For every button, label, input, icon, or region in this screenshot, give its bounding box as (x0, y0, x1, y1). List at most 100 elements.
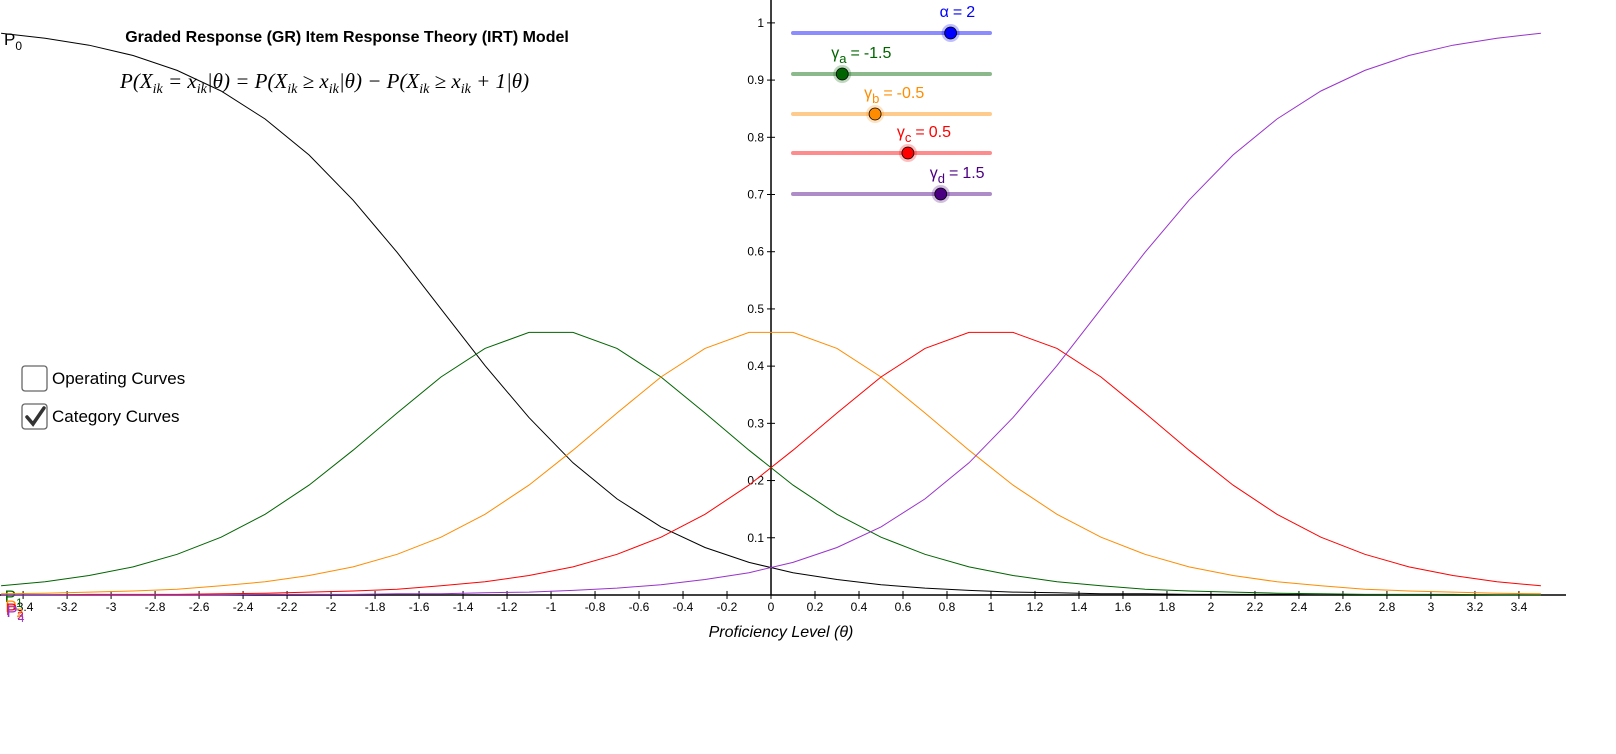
y-tick-label: 0.4 (747, 359, 764, 373)
slider-label-name: γ (864, 85, 872, 102)
x-tick-label: 1.8 (1159, 600, 1176, 614)
x-tick-label: 1 (988, 600, 995, 614)
slider-label-name: γ (930, 165, 938, 182)
formula-text: ≥ x (429, 69, 461, 93)
x-tick-label: -1.2 (497, 600, 518, 614)
y-tick-label: 0.7 (747, 188, 764, 202)
x-tick-label: -2.8 (145, 600, 166, 614)
x-tick-label: -1.4 (453, 600, 474, 614)
slider-label: γa = -1.5 (831, 45, 891, 66)
x-tick-label: 1.6 (1115, 600, 1132, 614)
x-tick-label: -0.6 (629, 600, 650, 614)
formula-subscript: ik (197, 82, 208, 97)
slider-label-subscript: b (872, 91, 879, 106)
slider-handle[interactable] (835, 67, 849, 81)
x-tick-label: 0.6 (895, 600, 912, 614)
slider-label-operator: = (883, 85, 892, 102)
slider-label-operator: = (949, 165, 958, 182)
y-tick-label: 0.9 (747, 73, 764, 87)
slider-label: α = 2 (940, 4, 976, 21)
slider-label: γc = 0.5 (897, 124, 951, 145)
slider-label-name: γ (897, 124, 905, 141)
formula: P(Xik = xik|θ) = P(Xik ≥ xik|θ) − P(Xik … (119, 69, 529, 97)
slider-label-name: γ (831, 45, 839, 62)
y-tick-label: 0.6 (747, 245, 764, 259)
curve-label: P0 (4, 30, 22, 53)
y-tick-label: 1 (757, 16, 764, 30)
formula-subscript: ik (461, 82, 472, 97)
category-curve (1, 32, 1541, 596)
checkbox-label[interactable]: Operating Curves (52, 369, 185, 388)
curve-label: P4 (6, 602, 24, 625)
curve-label-subscript: 0 (15, 39, 22, 53)
x-axis-label: Proficiency Level (θ) (709, 624, 854, 641)
slider-label: γb = -0.5 (864, 85, 924, 106)
x-tick-label: -2.2 (277, 600, 298, 614)
curve-label: P2 (5, 597, 23, 620)
slider-label: γd = 1.5 (930, 165, 985, 186)
slider-handle[interactable] (901, 146, 915, 160)
checkbox-label[interactable]: Category Curves (52, 407, 180, 426)
title: Graded Response (GR) Item Response Theor… (125, 29, 569, 46)
slider-label-subscript: d (938, 171, 945, 186)
x-tick-label: -0.4 (673, 600, 694, 614)
checkmark (25, 406, 46, 427)
slider-label-operator: = (850, 45, 859, 62)
x-tick-label: -3 (106, 600, 117, 614)
curve-label-name: P (6, 602, 17, 621)
x-tick-label: -2 (326, 600, 337, 614)
slider-handle[interactable] (944, 26, 957, 40)
x-tick-label: -2.4 (233, 600, 254, 614)
slider-label-value: 2 (966, 4, 975, 21)
x-tick-label: -0.8 (585, 600, 606, 614)
y-tick-label: 0.2 (747, 474, 764, 488)
x-tick-label: 0.8 (939, 600, 956, 614)
x-tick-label: 2.6 (1335, 600, 1352, 614)
x-tick-label: 3 (1428, 600, 1435, 614)
slider-label-value: 1.5 (962, 165, 984, 182)
x-tick-label: 2 (1208, 600, 1215, 614)
formula-subscript: ik (419, 82, 430, 97)
formula-text: + 1|θ) (471, 69, 529, 93)
formula-text: |θ) = P(X (207, 69, 289, 93)
curve-label-subscript: 3 (17, 609, 24, 623)
curve-label-subscript: 1 (16, 596, 23, 610)
slider-handle[interactable] (934, 187, 948, 201)
x-tick-label: -1.8 (365, 600, 386, 614)
x-tick-label: -0.2 (717, 600, 738, 614)
slider-label-subscript: a (839, 51, 847, 66)
x-tick-label: 2.2 (1247, 600, 1264, 614)
category-curve (1, 331, 1541, 595)
x-tick-label: 2.4 (1291, 600, 1308, 614)
slider-label-operator: = (953, 4, 962, 21)
x-tick-label: -1 (546, 600, 557, 614)
category-curve (1, 331, 1541, 596)
x-tick-label: 2.8 (1379, 600, 1396, 614)
curve-label-name: P (6, 600, 17, 619)
curve-label-name: P (4, 30, 15, 49)
curve-label-subscript: 2 (17, 606, 24, 620)
x-tick-label: 3.4 (1511, 600, 1528, 614)
slider-label-value: -0.5 (897, 85, 925, 102)
formula-subscript: ik (329, 82, 340, 97)
x-tick-label: -3.2 (57, 600, 78, 614)
curve-label: P1 (5, 587, 23, 610)
curve-label-name: P (5, 587, 16, 606)
formula-text: = x (163, 69, 198, 93)
slider-handle[interactable] (868, 107, 882, 121)
curve-label: P3 (6, 600, 24, 623)
formula-subscript: ik (287, 82, 298, 97)
slider-label-name: α (940, 4, 949, 21)
slider-label-operator: = (915, 124, 924, 141)
slider-label-value: 0.5 (929, 124, 951, 141)
x-tick-label: 1.4 (1071, 600, 1088, 614)
x-tick-label: 1.2 (1027, 600, 1044, 614)
y-tick-label: 0.3 (747, 416, 764, 430)
y-tick-label: 0.8 (747, 130, 764, 144)
checkbox[interactable] (21, 365, 48, 392)
formula-text: P(X (119, 69, 154, 93)
x-tick-label: 0.2 (807, 600, 824, 614)
formula-text: ≥ x (297, 69, 329, 93)
